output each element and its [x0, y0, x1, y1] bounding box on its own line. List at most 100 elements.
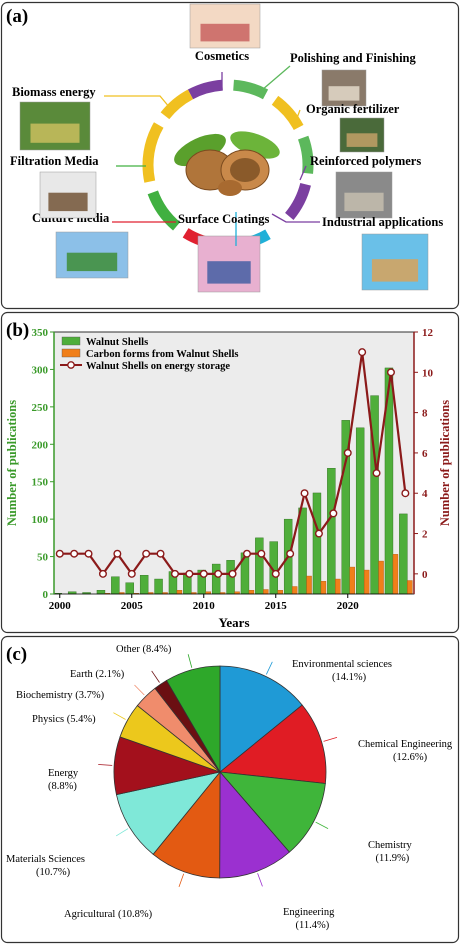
line-marker: [98, 569, 107, 578]
x-tick-label: 2010: [193, 600, 216, 612]
bar: [327, 468, 336, 595]
bar: [277, 590, 283, 595]
node-label: Reinforced polymers: [310, 154, 421, 168]
y2-tick-label: 12: [422, 327, 434, 339]
bar: [378, 560, 384, 595]
bar: [255, 537, 264, 595]
node-image-detail: [207, 261, 251, 284]
node-image-detail: [371, 259, 419, 282]
node-image-detail: [328, 86, 360, 101]
bar: [176, 590, 183, 595]
ring-segment: [297, 135, 314, 174]
leader-line: [115, 828, 129, 837]
leader-line: [113, 712, 126, 720]
bar: [211, 563, 221, 595]
ring-segment: [187, 79, 223, 100]
bar: [335, 578, 341, 595]
slice-value-label: (11.9%): [376, 853, 410, 864]
slice-label: Materials Sciences (10.7%): [6, 854, 85, 878]
ring-segment: [233, 79, 269, 100]
panel-label: (b): [6, 320, 29, 341]
pie-slice: [219, 665, 303, 773]
bar: [349, 566, 355, 595]
line-marker: [329, 509, 338, 518]
bar: [263, 589, 269, 595]
pie-slice: [115, 771, 222, 855]
y-tick-label: 200: [32, 439, 49, 451]
slice-label: Other (8.4%): [116, 644, 172, 655]
bar: [392, 554, 399, 595]
slice-label: Chemical Engineering (12.6%): [358, 739, 453, 763]
connector: [293, 109, 301, 127]
line-marker: [242, 549, 251, 558]
line-marker: [300, 489, 309, 498]
slice-value-label: (5.4%): [67, 714, 96, 725]
slice-value-label: (11.4%): [296, 920, 330, 931]
line-marker: [386, 368, 395, 377]
y-tick-label: 0: [43, 589, 49, 601]
y-tick-label: 300: [32, 364, 49, 376]
slice-value-label: (8.4%): [143, 644, 172, 655]
legend-swatch: [61, 348, 81, 358]
line-marker: [271, 569, 280, 578]
bar: [154, 578, 163, 595]
slice-category: Environmental sciences: [292, 659, 392, 670]
y-tick-label: 350: [32, 327, 49, 339]
node-image-detail: [346, 133, 378, 147]
line-marker: [358, 348, 367, 357]
walnut-illustration: [174, 131, 280, 196]
slice-label: Biochemistry (3.7%): [16, 690, 105, 701]
line-marker: [214, 569, 223, 578]
slice-label: Agricultural (10.8%): [64, 909, 153, 920]
line-marker: [228, 569, 237, 578]
node-label: Organic fertilizer: [306, 102, 400, 116]
line-marker: [401, 489, 410, 498]
bar: [355, 427, 365, 595]
slice-category: Earth: [70, 669, 93, 680]
x-tick-label: 2020: [337, 600, 360, 612]
line-marker: [185, 569, 194, 578]
ring-segment: [142, 122, 164, 183]
bar: [139, 575, 149, 595]
leader-line: [323, 736, 338, 742]
pie-slice: [152, 770, 221, 879]
node-image-detail: [66, 252, 118, 272]
connector: [299, 165, 307, 181]
legend-swatch: [61, 336, 81, 346]
bar: [320, 581, 327, 595]
bar: [363, 569, 370, 595]
y-tick-label: 100: [32, 514, 49, 526]
line-marker: [156, 549, 165, 558]
leader-line: [151, 670, 160, 683]
x-tick-label: 2005: [121, 600, 144, 612]
slice-value-label: (10.8%): [118, 909, 153, 920]
bar: [407, 580, 413, 595]
slice-label: Engineering (11.4%): [283, 907, 335, 931]
ring-segment: [147, 190, 181, 231]
bar: [298, 507, 307, 595]
legend-label: Walnut Shells: [86, 337, 148, 348]
slice-category: Materials Sciences: [6, 854, 85, 865]
slice-value-label: (2.1%): [95, 669, 124, 680]
slice-value-label: (12.6%): [393, 752, 428, 763]
pie-slice: [166, 665, 221, 774]
slice-category: Agricultural: [64, 909, 115, 920]
line-marker: [127, 569, 136, 578]
slice-label: Chemistry (11.9%): [368, 840, 412, 864]
slice-category: Engineering: [283, 907, 335, 918]
line-marker: [55, 549, 64, 558]
connector: [261, 65, 291, 91]
node-label: Filtration Media: [10, 154, 99, 168]
panel-label: (c): [6, 644, 27, 665]
node-label: Surface Coatings: [178, 212, 269, 226]
y-axis-label: Number of publications: [5, 400, 19, 526]
y2-axis-label: Number of publications: [438, 400, 452, 526]
y2-tick-label: 10: [422, 367, 434, 379]
bar: [96, 590, 106, 595]
y2-tick-label: 2: [422, 529, 428, 541]
y2-tick-label: 8: [422, 408, 428, 420]
legend-label: Walnut Shells on energy storage: [86, 361, 230, 372]
bar: [111, 576, 120, 595]
y-tick-label: 250: [32, 402, 49, 414]
